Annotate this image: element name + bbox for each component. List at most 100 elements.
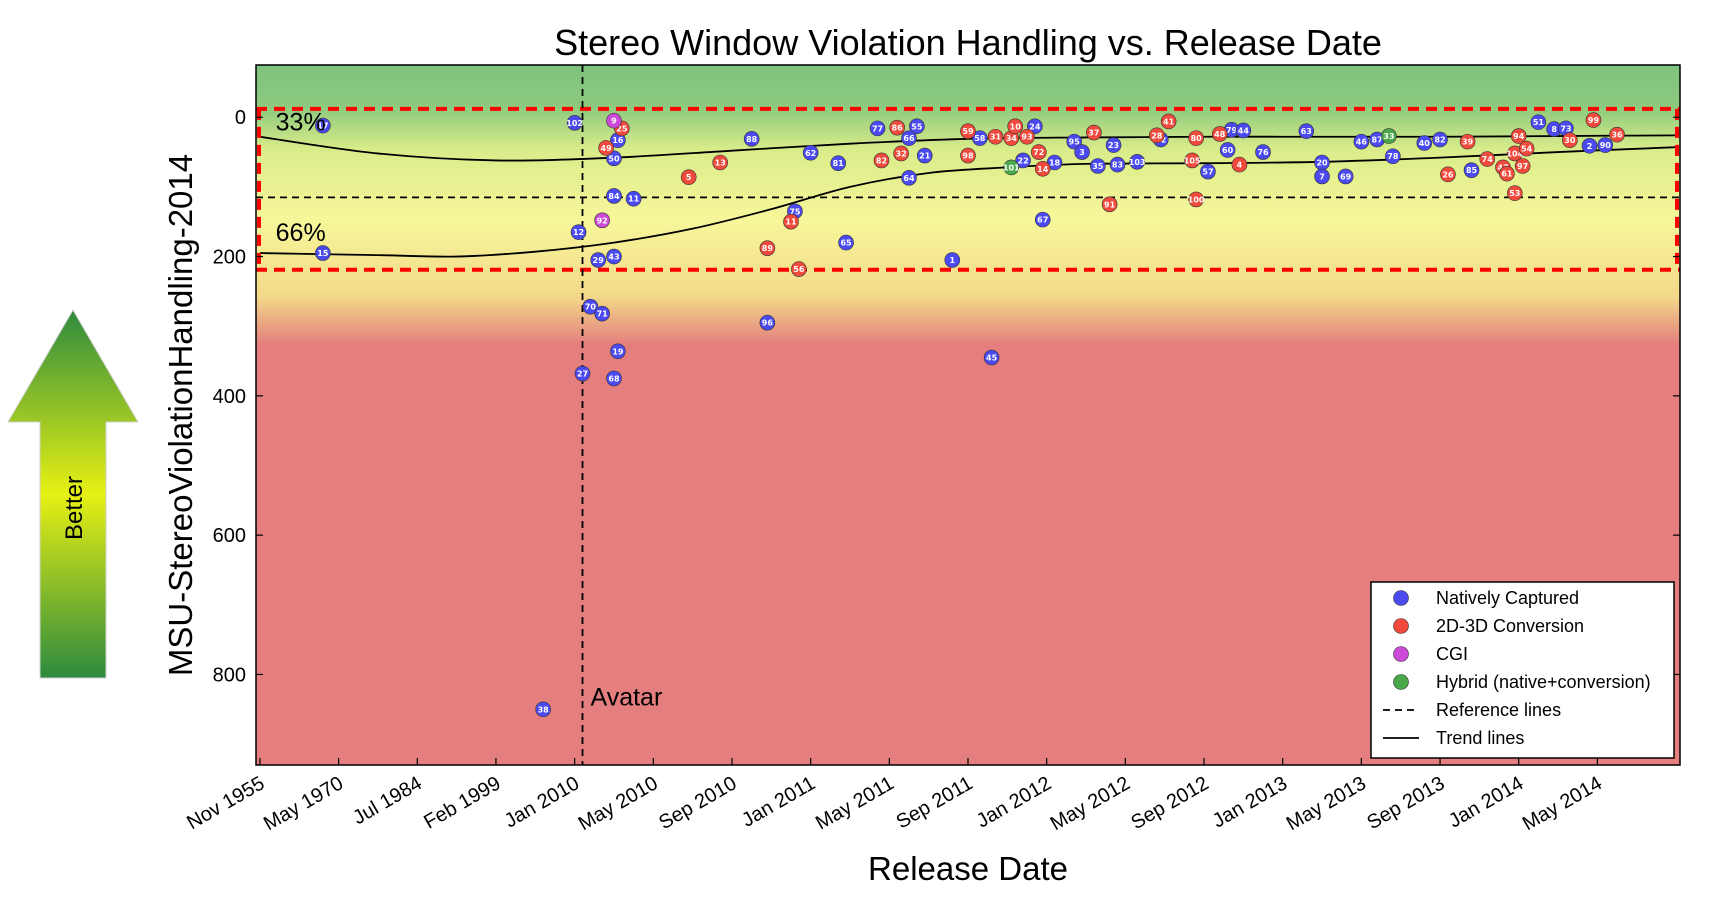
data-point: 83 <box>1109 156 1126 173</box>
data-point: 103 <box>1129 154 1146 170</box>
data-point-marker <box>1066 133 1083 150</box>
data-point-label: 80 <box>1191 134 1203 143</box>
data-point-label: 87 <box>1372 136 1383 145</box>
pct33-label: 33% <box>276 109 326 137</box>
data-point-marker <box>1003 159 1020 176</box>
data-point-marker <box>610 343 626 360</box>
data-point-marker <box>566 115 583 131</box>
legend-label: 2D-3D Conversion <box>1436 616 1584 636</box>
data-point: 44 <box>1235 122 1252 139</box>
data-point-label: 70 <box>585 303 597 312</box>
data-point-marker <box>802 144 819 161</box>
data-point-label: 26 <box>1442 170 1454 179</box>
y-tick-label: 0 <box>235 107 246 129</box>
data-point: 45 <box>983 349 1000 366</box>
data-point-label: 57 <box>1202 168 1213 177</box>
data-point: 70 <box>582 298 599 315</box>
x-tick-label: Feb 1999 <box>420 772 504 833</box>
data-point-label: 73 <box>1560 124 1571 133</box>
data-point-marker <box>574 365 591 382</box>
data-point: 101 <box>1003 159 1020 176</box>
data-point: 100 <box>1188 191 1205 208</box>
data-point-marker <box>590 252 607 268</box>
data-point: 93 <box>1019 128 1035 145</box>
data-point: 4 <box>1231 156 1248 173</box>
data-point-label: 78 <box>1387 152 1399 161</box>
data-point: 65 <box>838 234 854 251</box>
data-point-marker <box>1086 124 1102 141</box>
data-point-marker <box>1109 156 1126 173</box>
data-point-marker <box>1353 133 1370 150</box>
data-point-label: 25 <box>616 124 628 133</box>
data-point: 55 <box>909 118 925 135</box>
data-point-marker <box>315 117 331 134</box>
data-point: 48 <box>1211 126 1228 142</box>
data-point-marker <box>960 123 976 139</box>
data-point-label: 82 <box>1434 136 1445 145</box>
data-point-marker <box>1034 211 1051 228</box>
data-point-label: 38 <box>538 705 550 714</box>
data-point: 18 <box>1046 154 1063 171</box>
data-point-marker <box>838 234 854 251</box>
x-tick-label: May 1970 <box>260 772 347 835</box>
data-point-marker <box>916 147 933 164</box>
data-point-label: 103 <box>1129 158 1146 167</box>
data-point: 14 <box>1034 160 1051 177</box>
data-point-marker <box>606 370 622 387</box>
data-point: 102 <box>566 115 583 131</box>
data-point-marker <box>1105 137 1122 153</box>
data-point: 58 <box>972 130 988 146</box>
data-point-label: 55 <box>911 122 923 131</box>
data-point: 46 <box>1353 133 1370 150</box>
data-point-marker <box>1510 128 1527 144</box>
reference-lines <box>256 65 1680 765</box>
annotations: Avatar 33% 66% <box>276 109 663 712</box>
data-point-label: 102 <box>566 119 583 128</box>
data-point-marker <box>598 140 614 156</box>
data-point-label: 22 <box>1018 156 1029 165</box>
data-point-label: 99 <box>1588 116 1600 125</box>
data-point-marker <box>1200 163 1216 180</box>
data-point-marker <box>1518 140 1535 157</box>
data-point-marker <box>759 240 776 256</box>
data-point-label: 61 <box>1501 170 1513 179</box>
data-point-marker <box>901 170 917 186</box>
data-point-marker <box>1463 162 1480 178</box>
data-point-marker <box>944 252 961 268</box>
x-tick-label: May 2011 <box>812 772 898 834</box>
data-point-label: 69 <box>1340 172 1352 181</box>
data-point-label: 11 <box>628 195 640 204</box>
data-point-label: 92 <box>597 216 608 225</box>
data-point-label: 89 <box>762 244 774 253</box>
data-point-marker <box>743 131 760 147</box>
legend-marker <box>1393 646 1409 662</box>
data-point: 29 <box>590 252 607 268</box>
data-point-label: 45 <box>986 354 998 363</box>
data-point-marker <box>1031 144 1047 160</box>
data-point: 17 <box>315 117 331 134</box>
data-point: 35 <box>1090 158 1106 174</box>
data-point-label: 66 <box>903 134 915 143</box>
data-point-label: 19 <box>612 347 624 356</box>
data-point-label: 94 <box>1513 132 1525 141</box>
data-point: 91 <box>1101 196 1118 213</box>
data-point-label: 8 <box>1551 125 1557 134</box>
y-tick-label: 400 <box>213 386 246 408</box>
data-point: 68 <box>606 370 622 387</box>
data-point-marker <box>783 213 799 230</box>
data-point: 62 <box>802 144 819 161</box>
x-tick-label: Sep 2010 <box>655 772 740 834</box>
data-point-marker <box>1034 160 1051 177</box>
data-point: 88 <box>743 131 760 147</box>
data-point: 11 <box>783 213 799 230</box>
data-point-label: 65 <box>840 239 852 248</box>
data-point-marker <box>1514 158 1531 174</box>
data-point: 87 <box>1369 131 1385 148</box>
data-point-label: 58 <box>974 134 986 143</box>
data-point: 20 <box>1314 154 1330 171</box>
data-point-label: 50 <box>608 154 620 163</box>
data-point-label: 68 <box>608 374 620 383</box>
data-point-label: 84 <box>608 192 620 201</box>
data-point: 67 <box>1034 211 1051 228</box>
data-point: 49 <box>598 140 614 156</box>
